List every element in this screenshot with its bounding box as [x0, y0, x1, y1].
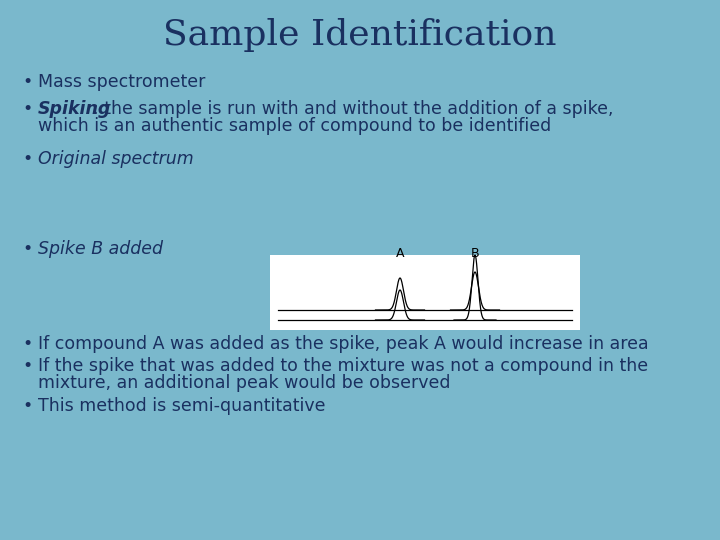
Text: •: •: [22, 100, 32, 118]
Text: •: •: [22, 357, 32, 375]
Text: Sample Identification: Sample Identification: [163, 18, 557, 52]
Text: Spike B added: Spike B added: [38, 240, 163, 258]
Text: Original spectrum: Original spectrum: [38, 150, 194, 168]
Text: •: •: [22, 73, 32, 91]
Bar: [270, 262, 580, 320]
Text: B: B: [471, 247, 480, 260]
Text: If compound A was added as the spike, peak A would increase in area: If compound A was added as the spike, pe…: [38, 335, 649, 353]
Text: •: •: [22, 397, 32, 415]
Text: A: A: [396, 247, 404, 260]
Text: Mass spectrometer: Mass spectrometer: [38, 73, 205, 91]
Text: •: •: [22, 150, 32, 168]
Bar: [270, 255, 580, 330]
Text: Spiking: Spiking: [38, 100, 112, 118]
Text: •: •: [22, 240, 32, 258]
Text: •: •: [22, 335, 32, 353]
Text: which is an authentic sample of compound to be identified: which is an authentic sample of compound…: [38, 117, 552, 135]
Text: This method is semi-quantitative: This method is semi-quantitative: [38, 397, 325, 415]
Text: mixture, an additional peak would be observed: mixture, an additional peak would be obs…: [38, 374, 451, 392]
Text: If the spike that was added to the mixture was not a compound in the: If the spike that was added to the mixtu…: [38, 357, 648, 375]
Text: : the sample is run with and without the addition of a spike,: : the sample is run with and without the…: [93, 100, 613, 118]
